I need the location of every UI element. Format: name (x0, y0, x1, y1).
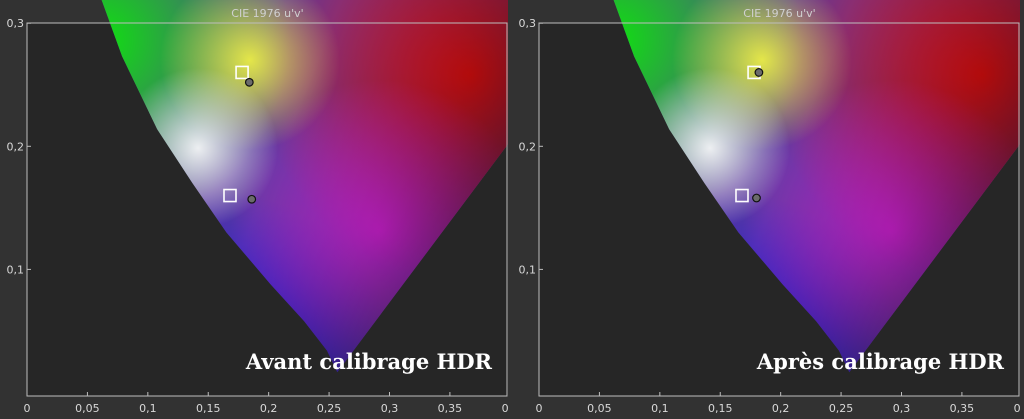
x-tick-label: 0,3 (893, 402, 911, 415)
cie-chart-after: CIE 1976 u'v'0,10,20,30,40,500,050,10,15… (519, 0, 1020, 415)
y-tick-label: 0,2 (519, 140, 537, 153)
x-tick-label: 0,3 (381, 402, 399, 415)
x-tick-label: 0,05 (75, 402, 100, 415)
chart-annotation: Avant calibrage HDR (245, 349, 493, 374)
plot-frame (26, 22, 508, 397)
y-tick-label: 0,3 (519, 17, 537, 30)
x-tick-label: 0,15 (708, 402, 733, 415)
measured-point (752, 193, 761, 203)
x-tick-label: 0,2 (260, 402, 278, 415)
x-tick-label: 0,25 (829, 402, 854, 415)
x-tick-label: 0,35 (438, 402, 463, 415)
y-tick-label: 0,3 (7, 17, 25, 30)
x-tick-label: 0,1 (139, 402, 157, 415)
chart-title: CIE 1976 u'v' (743, 7, 815, 20)
x-tick-label: 0,35 (950, 402, 975, 415)
chart-annotation: Après calibrage HDR (756, 349, 1005, 374)
target-square-point (223, 188, 237, 203)
x-tick-label: 0 (24, 402, 31, 415)
x-tick-label: 0 (536, 402, 543, 415)
plot-frame (538, 22, 1020, 397)
measured-point (754, 68, 764, 77)
chart-title: CIE 1976 u'v' (231, 7, 303, 20)
chart-panel-before: CIE 1976 u'v'0,10,20,30,40,500,050,10,15… (0, 0, 508, 419)
x-tick-label: 0,05 (587, 402, 612, 415)
y-tick-label: 0,1 (7, 263, 25, 276)
y-tick-label: 0,1 (519, 263, 537, 276)
x-tick-label: 0,4 (502, 402, 508, 415)
x-tick-label: 0,1 (651, 402, 669, 415)
target-square-point (735, 188, 749, 203)
x-tick-label: 0,25 (317, 402, 342, 415)
x-tick-label: 0,4 (1014, 402, 1020, 415)
measured-point (247, 194, 257, 204)
cie-chart-before: CIE 1976 u'v'0,10,20,30,40,500,050,10,15… (7, 0, 508, 415)
x-tick-label: 0,15 (196, 402, 221, 415)
chart-panel-after: CIE 1976 u'v'0,10,20,30,40,500,050,10,15… (512, 0, 1020, 419)
y-tick-label: 0,2 (7, 140, 25, 153)
x-tick-label: 0,2 (772, 402, 790, 415)
target-square-point (235, 65, 249, 80)
measured-point (244, 77, 254, 87)
